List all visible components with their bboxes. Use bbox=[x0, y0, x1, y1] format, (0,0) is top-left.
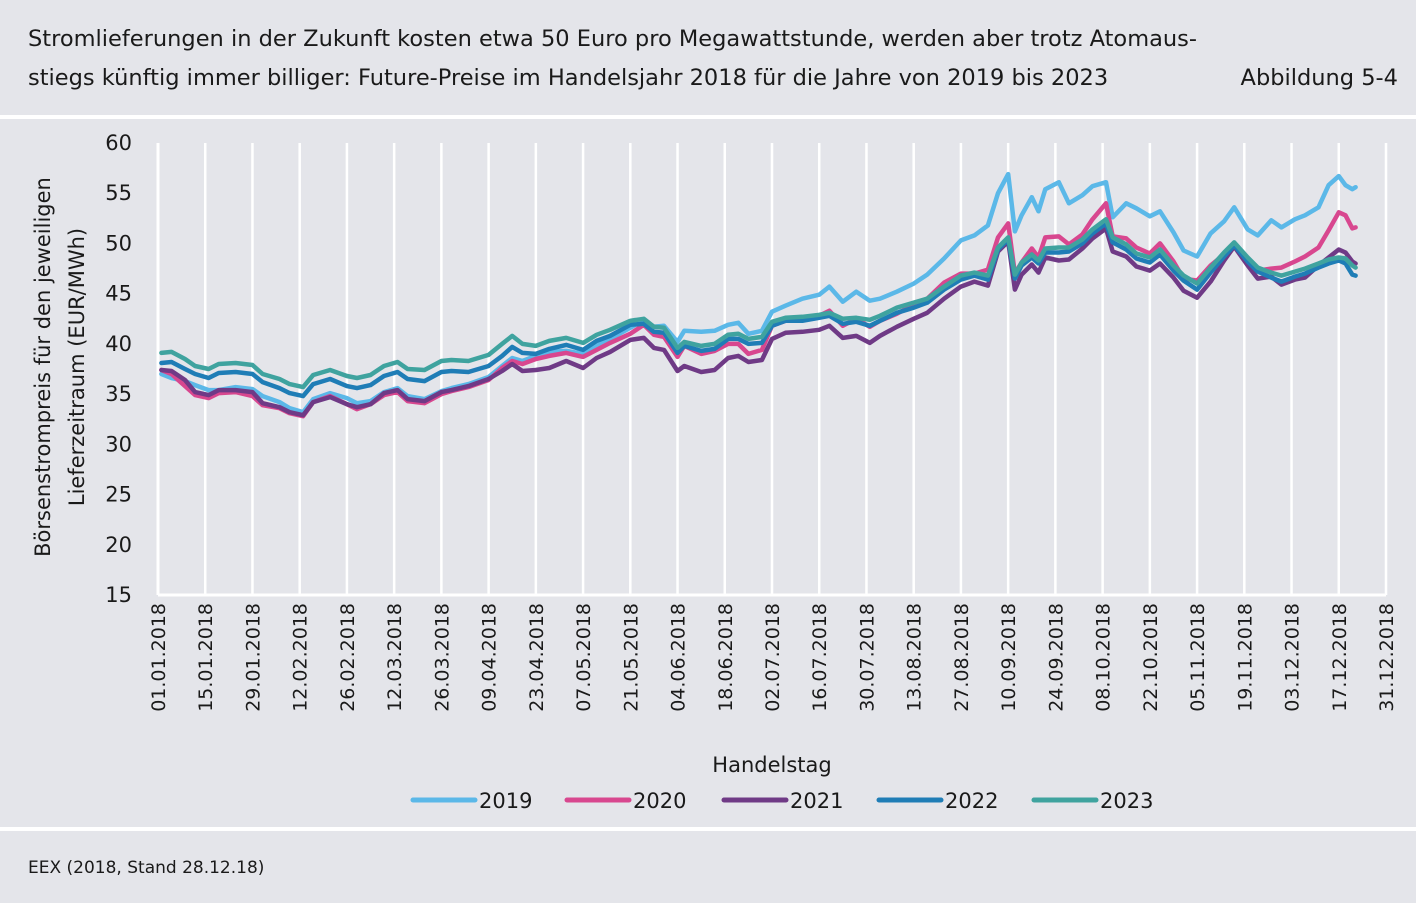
x-tick-label: 21.05.2018 bbox=[620, 603, 642, 712]
x-tick-label: 23.04.2018 bbox=[526, 603, 548, 712]
x-tick-label: 07.05.2018 bbox=[573, 603, 595, 712]
x-tick-label: 08.10.2018 bbox=[1093, 603, 1115, 712]
x-tick-label: 31.12.2018 bbox=[1376, 603, 1398, 712]
x-tick-label: 05.11.2018 bbox=[1187, 603, 1209, 712]
x-tick-label: 10.09.2018 bbox=[998, 603, 1020, 712]
series-line-2023 bbox=[159, 217, 1358, 390]
y-tick-label: 35 bbox=[105, 382, 132, 406]
x-tick-label: 30.07.2018 bbox=[856, 603, 878, 712]
x-tick-label: 26.02.2018 bbox=[337, 603, 359, 712]
y-tick-label: 20 bbox=[105, 533, 132, 557]
x-tick-label: 26.03.2018 bbox=[431, 603, 453, 712]
y-axis-title-line-1: Börsenstrompreis für den jeweiligen bbox=[31, 177, 55, 557]
x-tick-label: 18.06.2018 bbox=[715, 603, 737, 712]
title-line-2: stiegs künftig immer billiger: Future-Pr… bbox=[28, 65, 1109, 91]
x-tick-label: 04.06.2018 bbox=[668, 603, 690, 712]
x-tick-label: 29.01.2018 bbox=[242, 603, 264, 712]
series-line-2022 bbox=[159, 221, 1358, 399]
x-tick-label: 09.04.2018 bbox=[479, 603, 501, 712]
x-tick-label: 15.01.2018 bbox=[195, 603, 217, 712]
y-tick-label: 30 bbox=[105, 432, 132, 456]
top-divider bbox=[0, 115, 1416, 119]
legend-label-2022: 2022 bbox=[945, 789, 998, 813]
y-tick-label: 55 bbox=[105, 181, 132, 205]
series-line-2019 bbox=[159, 171, 1358, 415]
x-tick-label: 01.01.2018 bbox=[148, 603, 170, 712]
y-axis-ticks: 15 20 25 30 35 40 45 50 55 60 bbox=[105, 131, 132, 607]
x-tick-label: 12.03.2018 bbox=[384, 603, 406, 712]
x-tick-label: 02.07.2018 bbox=[762, 603, 784, 712]
y-tick-label: 45 bbox=[105, 282, 132, 306]
y-tick-label: 40 bbox=[105, 332, 132, 356]
x-tick-label: 24.09.2018 bbox=[1045, 603, 1067, 712]
x-tick-label: 17.12.2018 bbox=[1329, 603, 1351, 712]
x-tick-label: 16.07.2018 bbox=[809, 603, 831, 712]
x-axis-title: Handelstag bbox=[712, 753, 831, 777]
legend-label-2021: 2021 bbox=[790, 789, 843, 813]
x-axis-ticks: 01.01.2018 15.01.2018 29.01.2018 12.02.2018… bbox=[148, 603, 1398, 712]
legend-label-2023: 2023 bbox=[1100, 789, 1153, 813]
source-note: EEX (2018, Stand 28.12.18) bbox=[28, 858, 265, 878]
series-lines bbox=[159, 171, 1358, 419]
x-tick-label: 27.08.2018 bbox=[951, 603, 973, 712]
title-line-1: Stromlieferungen in der Zukunft kosten e… bbox=[28, 26, 1198, 52]
axis-titles: Handelstag Börsenstrompreis für den jewe… bbox=[31, 177, 832, 777]
legend: 2019 2020 2021 2022 2023 bbox=[410, 789, 1153, 813]
bottom-divider bbox=[0, 827, 1416, 831]
series-line-2021 bbox=[159, 226, 1358, 418]
y-tick-label: 50 bbox=[105, 231, 132, 255]
y-tick-label: 15 bbox=[105, 583, 132, 607]
legend-label-2019: 2019 bbox=[479, 789, 532, 813]
y-axis-title-line-2: Lieferzeitraum (EUR/MWh) bbox=[65, 228, 89, 506]
x-tick-label: 13.08.2018 bbox=[904, 603, 926, 712]
x-tick-label: 03.12.2018 bbox=[1282, 603, 1304, 712]
x-tick-label: 12.02.2018 bbox=[290, 603, 312, 712]
x-tick-label: 22.10.2018 bbox=[1140, 603, 1162, 712]
figure-label: Abbildung 5-4 bbox=[1240, 65, 1398, 91]
chart-title: Stromlieferungen in der Zukunft kosten e… bbox=[28, 20, 1398, 98]
y-tick-label: 60 bbox=[105, 131, 132, 155]
legend-label-2020: 2020 bbox=[633, 789, 686, 813]
x-tick-label: 19.11.2018 bbox=[1234, 603, 1256, 712]
title-line-2-row: stiegs künftig immer billiger: Future-Pr… bbox=[28, 59, 1398, 98]
y-tick-label: 25 bbox=[105, 483, 132, 507]
